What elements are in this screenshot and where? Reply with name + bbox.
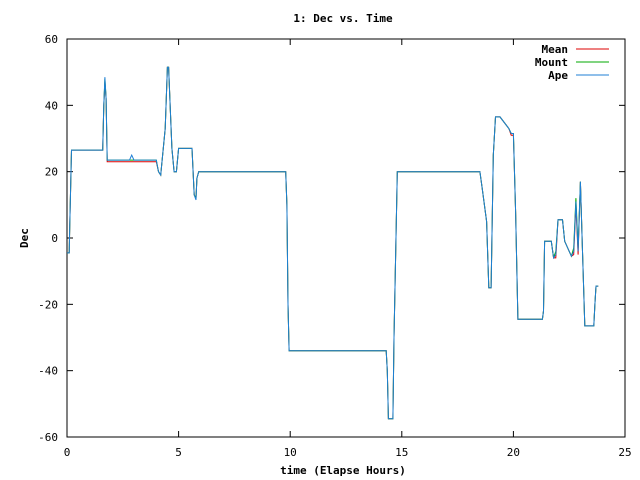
x-tick-label: 5 <box>175 446 182 459</box>
legend-label-mount: Mount <box>535 56 568 69</box>
x-axis-label: time (Elapse Hours) <box>280 464 406 477</box>
x-tick-label: 10 <box>284 446 297 459</box>
x-axis: 0 5 10 15 20 25 <box>64 39 632 459</box>
y-tick-label: 40 <box>45 99 58 112</box>
x-tick-label: 0 <box>64 446 71 459</box>
x-tick-label: 15 <box>395 446 408 459</box>
y-axis-label: Dec <box>18 228 31 248</box>
series-lines <box>67 66 599 420</box>
y-tick-label: -60 <box>38 431 58 444</box>
plot-frame <box>66 38 626 438</box>
y-tick-label: 20 <box>45 166 58 179</box>
x-tick-label: 25 <box>618 446 631 459</box>
y-tick-label: -40 <box>38 365 58 378</box>
y-tick-label: 60 <box>45 33 58 46</box>
series-line-mean <box>67 66 599 420</box>
legend-label-mean: Mean <box>542 43 569 56</box>
legend-label-ape: Ape <box>548 69 568 82</box>
series-line-ape <box>67 66 599 420</box>
x-tick-label: 20 <box>507 446 520 459</box>
y-axis: -60 -40 -20 0 20 40 60 <box>38 33 625 444</box>
y-tick-label: 0 <box>51 232 58 245</box>
y-tick-label: -20 <box>38 298 58 311</box>
chart-title: 1: Dec vs. Time <box>293 12 393 25</box>
series-line-mount <box>67 66 599 420</box>
